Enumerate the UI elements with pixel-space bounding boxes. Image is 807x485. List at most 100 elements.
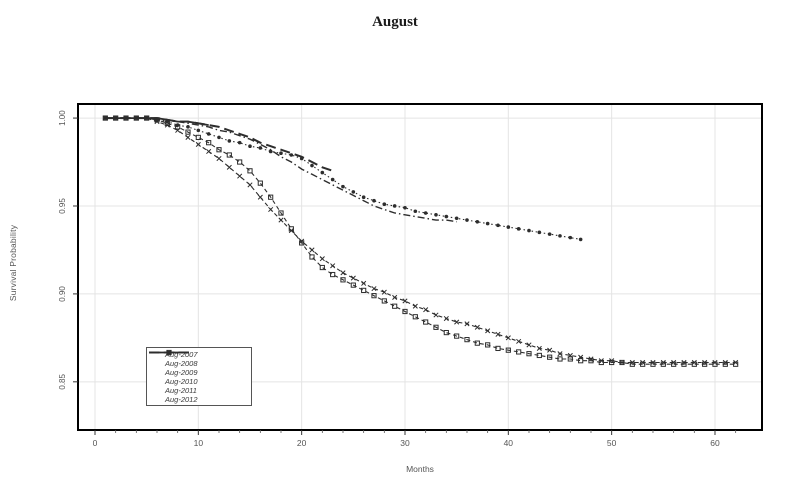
chart-title: August — [372, 14, 418, 30]
marker-square — [206, 140, 212, 146]
marker-circle — [206, 132, 211, 136]
marker-circle — [372, 198, 376, 203]
marker-x — [412, 303, 418, 309]
marker-x — [588, 356, 594, 362]
marker-x — [175, 127, 181, 133]
marker-x — [526, 342, 532, 348]
marker-circle — [330, 177, 335, 182]
plot-border — [77, 103, 763, 431]
marker-circle — [475, 220, 480, 224]
series-line-aug-2012 — [105, 117, 209, 126]
marker-square — [195, 134, 201, 141]
legend-line-sample — [149, 351, 189, 354]
marker-x — [226, 164, 232, 170]
legend-label: Aug-2009 — [165, 367, 198, 377]
marker-circle — [258, 146, 263, 150]
marker-square — [495, 345, 501, 352]
marker-x — [392, 294, 398, 300]
marker-x — [495, 331, 501, 337]
marker-square — [423, 319, 429, 325]
marker-x — [578, 354, 584, 360]
marker-circle — [506, 225, 511, 229]
marker-circle — [413, 209, 418, 214]
marker-x — [609, 358, 615, 364]
marker-circle — [237, 140, 242, 145]
marker-circle — [485, 221, 490, 226]
legend: Aug-2007 Aug-2008 Aug-2009 Aug-2010 Aug-2011… — [146, 347, 252, 406]
marker-x — [433, 312, 439, 318]
marker-square — [412, 314, 418, 320]
marker-circle — [537, 230, 542, 235]
marker-circle — [248, 144, 252, 149]
marker-circle — [434, 212, 438, 217]
marker-x — [330, 263, 336, 269]
marker-x — [402, 298, 408, 304]
marker-square — [371, 293, 377, 299]
marker-x — [505, 335, 511, 341]
marker-square — [247, 168, 253, 174]
marker-x — [474, 324, 480, 330]
marker-circle — [289, 153, 294, 157]
marker-x — [547, 347, 553, 353]
marker-square — [557, 356, 563, 362]
x-tick-label: 40 — [504, 438, 514, 448]
marker-square — [464, 337, 470, 343]
legend-label: Aug-2010 — [165, 376, 198, 386]
series-line-aug-2011 — [105, 117, 334, 172]
marker-circle — [351, 190, 356, 194]
marker-x — [536, 345, 542, 351]
marker-x — [691, 359, 697, 366]
marker-square — [526, 351, 532, 357]
marker-square — [402, 308, 408, 315]
series-line-aug-2009 — [105, 117, 581, 240]
marker-x — [733, 359, 739, 366]
marker-circle — [227, 139, 232, 143]
marker-x — [567, 352, 573, 358]
marker-circle — [310, 163, 314, 168]
marker-circle — [217, 135, 221, 140]
marker-circle — [361, 195, 366, 199]
marker-square — [578, 358, 584, 364]
marker-square — [516, 349, 522, 355]
marker-x — [340, 270, 346, 276]
marker-circle — [175, 123, 180, 127]
marker-x — [185, 134, 191, 140]
marker-x — [195, 141, 201, 147]
marker-circle — [558, 234, 562, 238]
x-tick-label: 0 — [93, 438, 98, 448]
legend-label: Aug-2012 — [165, 394, 198, 404]
marker-square — [237, 159, 243, 165]
marker-x — [681, 359, 687, 366]
marker-square — [278, 210, 284, 216]
marker-square — [505, 347, 511, 353]
marker-circle — [578, 237, 583, 242]
marker-circle — [403, 205, 407, 210]
marker-square — [536, 352, 542, 359]
marker-circle — [341, 184, 345, 189]
marker-circle — [196, 128, 201, 133]
marker-x — [619, 359, 625, 366]
marker-square — [485, 342, 491, 348]
marker-circle — [516, 227, 521, 231]
marker-square — [381, 298, 387, 304]
y-tick-label: 0.95 — [58, 198, 67, 214]
marker-x — [206, 148, 212, 155]
x-tick-label: 50 — [607, 438, 617, 448]
marker-square — [330, 271, 336, 278]
marker-circle — [454, 216, 459, 221]
marker-square — [216, 147, 222, 153]
y-tick-label: 0.90 — [58, 286, 67, 302]
marker-x — [702, 359, 708, 366]
x-axis-label: Months — [406, 464, 434, 474]
x-tick-label: 60 — [710, 438, 720, 448]
marker-square — [319, 264, 325, 271]
marker-x — [268, 206, 274, 213]
marker-square — [361, 287, 367, 293]
marker-circle — [423, 211, 428, 215]
marker-square — [547, 354, 553, 360]
marker-x — [454, 319, 460, 325]
marker-square — [433, 324, 439, 330]
marker-x — [319, 256, 325, 262]
marker-square — [226, 152, 232, 158]
marker-x — [464, 321, 470, 327]
